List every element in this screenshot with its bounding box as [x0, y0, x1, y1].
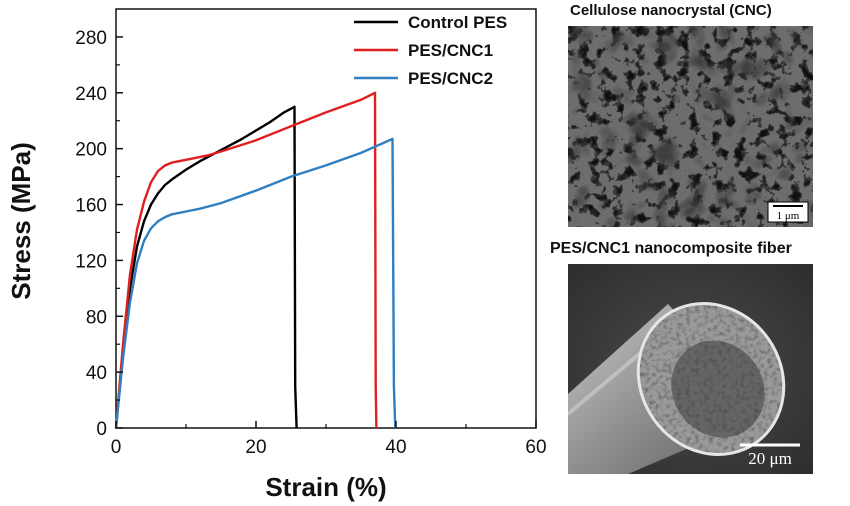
y-tick-label: 40	[86, 363, 107, 384]
plot-frame	[115, 8, 537, 429]
series-layer	[114, 91, 397, 429]
y-tick-label: 200	[75, 140, 107, 161]
y-tick-label: 280	[75, 28, 107, 49]
cnc-scale-label: 1 μm	[777, 210, 800, 222]
x-tick-label: 60	[525, 437, 546, 458]
series-line-3	[114, 137, 397, 429]
y-tick-label: 160	[75, 196, 107, 217]
cnc-micrograph-image: 1 μm	[568, 26, 813, 227]
y-tick-label: 240	[75, 84, 107, 105]
legend: Control PES PES/CNC1 PES/CNC2	[354, 13, 507, 88]
fiber-image-title: PES/CNC1 nanocomposite fiber	[550, 240, 792, 257]
x-axis-title: Strain (%)	[265, 472, 386, 502]
legend-label: PES/CNC2	[408, 69, 493, 88]
y-tick-label: 80	[86, 307, 107, 328]
y-tick-label: 0	[96, 419, 107, 440]
x-tick-label: 20	[245, 437, 266, 458]
fiber-micrograph-image: 20 μm	[568, 264, 813, 474]
fiber-scale-label: 20 μm	[748, 449, 792, 468]
cnc-micrograph: 1 μm	[568, 26, 813, 227]
cnc-image-title: Cellulose nanocrystal (CNC)	[570, 2, 772, 19]
y-axis-title: Stress (MPa)	[6, 142, 36, 300]
legend-label: PES/CNC1	[408, 41, 493, 60]
plot-area	[115, 8, 537, 429]
series-line-2	[114, 91, 378, 429]
y-tick-label: 120	[75, 251, 107, 272]
legend-label: Control PES	[408, 13, 507, 32]
x-tick-label: 40	[385, 437, 406, 458]
fiber-micrograph: 20 μm	[568, 264, 813, 474]
x-tick-label: 0	[111, 437, 122, 458]
axes-layer: 0 20 40 60 0 40 80 120 160 200 240 280	[75, 28, 546, 458]
series-line-1	[114, 105, 298, 429]
